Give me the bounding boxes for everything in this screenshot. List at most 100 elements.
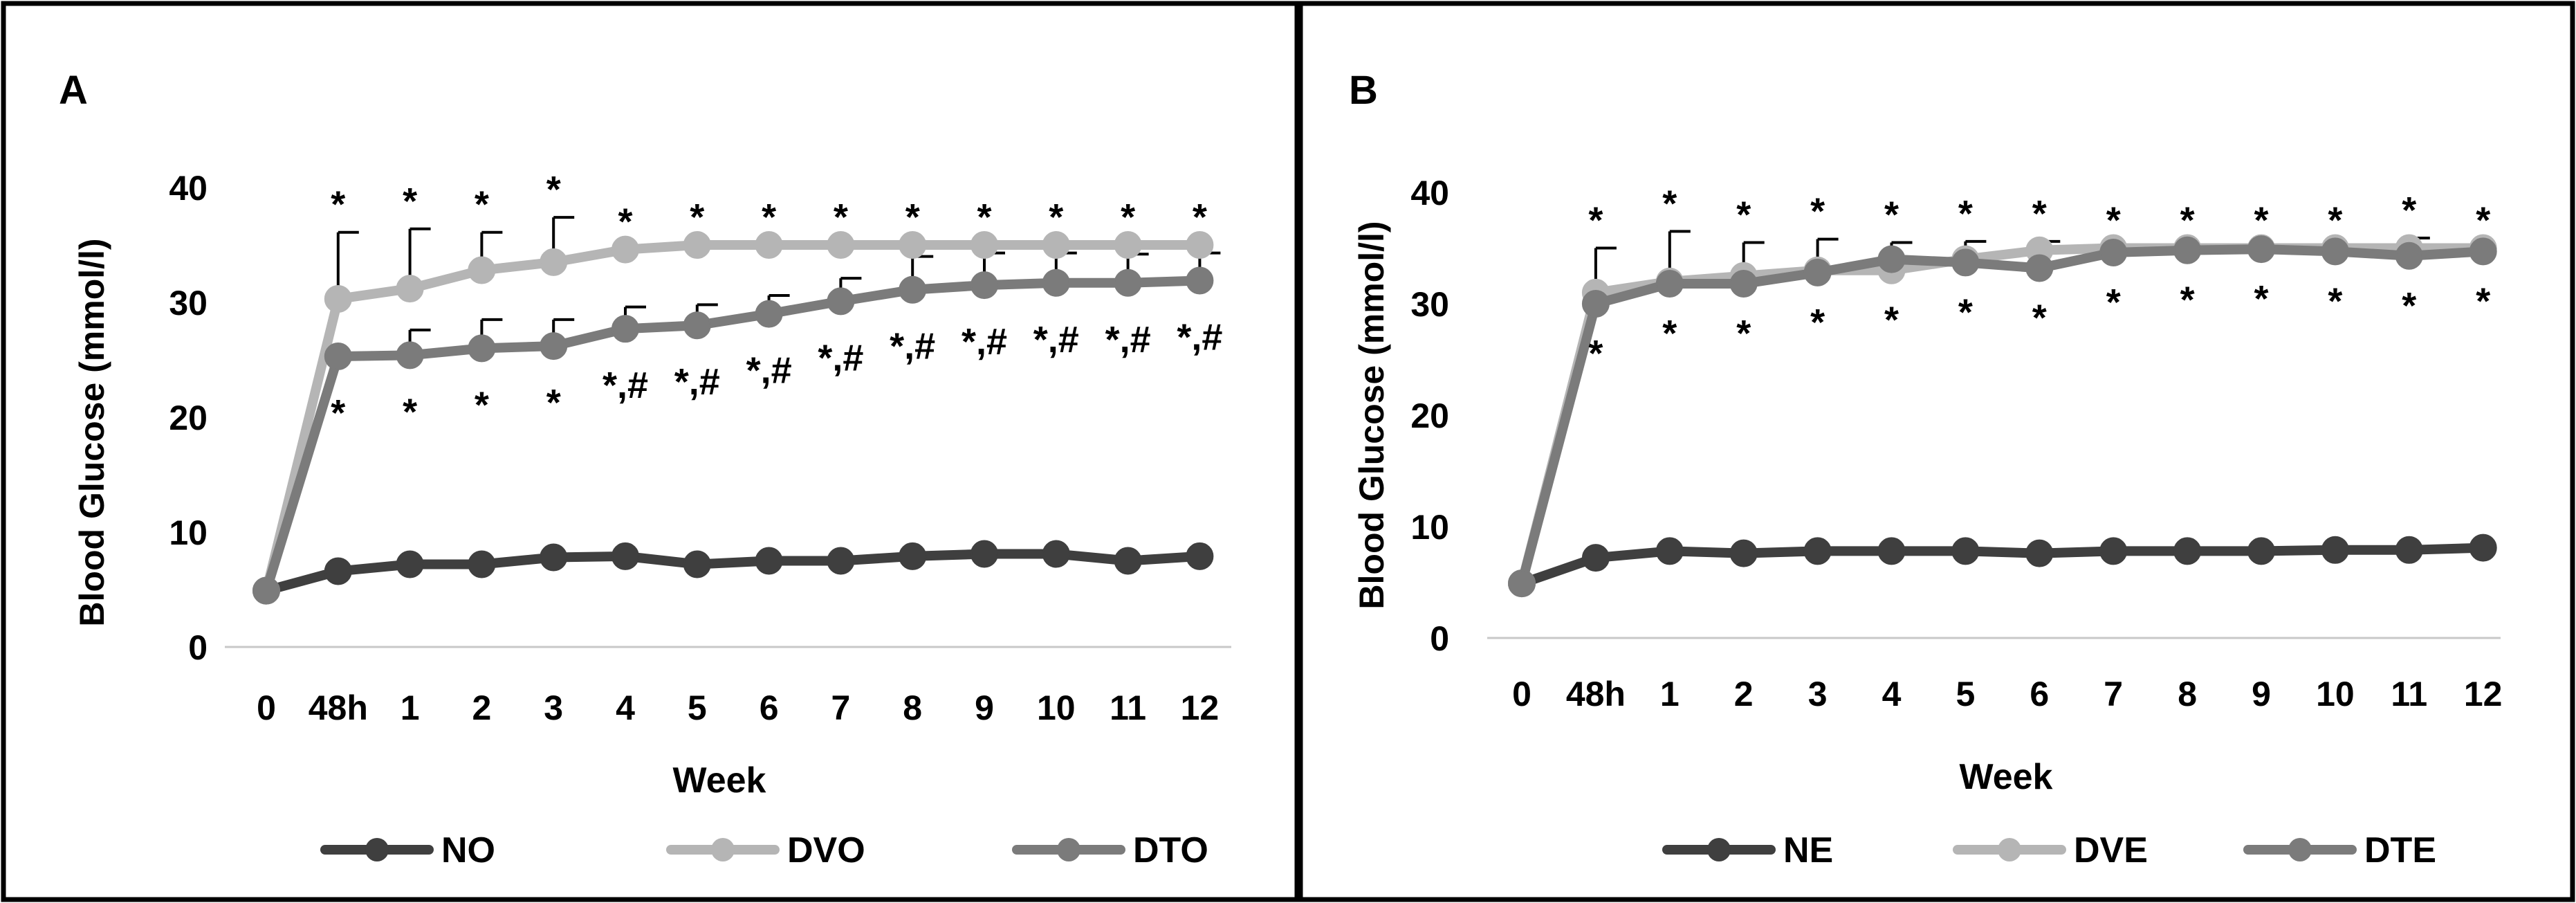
panel-a-legend-swatch-marker [711, 838, 735, 861]
panel-a-y-tick-label: 30 [169, 284, 208, 322]
panel-b-point-ne [2247, 537, 2275, 565]
panel-b-annotation-below: * [2032, 297, 2047, 338]
panel-b-legend-label: DTE [2364, 830, 2436, 870]
panel-b-point-dte [2395, 241, 2423, 270]
panel-a-x-axis-title: Week [673, 760, 766, 801]
panel-a-annotation-below: * [475, 384, 489, 426]
panel-a-x-tick-label: 3 [544, 688, 563, 727]
panel-b-y-tick-label: 20 [1410, 396, 1449, 435]
panel-a-annotation-below: *,# [674, 361, 720, 403]
panel-a-y-tick-label: 0 [188, 628, 208, 667]
panel-a-point-dvo [468, 256, 496, 284]
panel-a-letter: A [59, 68, 88, 113]
panel-b-x-tick-label: 6 [2030, 675, 2049, 713]
panel-a-annotation-above: * [905, 197, 920, 238]
panel-a-annotation-above: * [546, 169, 561, 210]
panel-a-annotation-above: * [1121, 197, 1135, 238]
panel-a-point-dto [252, 576, 280, 605]
panel-b-x-tick-label: 4 [1882, 675, 1902, 713]
panel-b-point-dte [2247, 235, 2275, 264]
panel-b-point-ne [2173, 537, 2202, 565]
panel-b-legend-swatch-marker [2288, 838, 2312, 861]
panel-b-annotation-below: * [2328, 280, 2342, 322]
panel-b-legend-item-dte: DTE [2243, 830, 2436, 870]
panel-b-annotation-above: * [2328, 200, 2342, 241]
panel-b-legend-label: NE [1783, 830, 1833, 870]
panel-a-point-no [324, 557, 352, 585]
panel-b-annotation-above: * [2180, 200, 2195, 241]
panel-b-point-dte [2173, 236, 2202, 264]
panel-b-legend-item-dve: DVE [1953, 830, 2148, 870]
panel-b-point-ne [1803, 537, 1832, 565]
panel-b-annotation-above: * [2402, 190, 2416, 231]
panel-a-point-dto [540, 332, 568, 361]
panel-a-annotation-below: *,# [962, 321, 1007, 363]
panel-a-legend-item-dvo: DVO [666, 830, 865, 870]
panel-a-x-tick-label: 0 [257, 688, 276, 727]
panel-b-annotation-above: * [2032, 193, 2047, 235]
panel-a-annotation-above: * [690, 197, 704, 238]
panel-b-annotation-below: * [1588, 333, 1603, 374]
panel-b-annotation-above: * [1810, 191, 1825, 232]
panel-a-point-no [827, 547, 855, 575]
panel-b-x-tick-label: 11 [2391, 675, 2427, 713]
panel-b-annotation-above: * [2476, 200, 2490, 241]
panel-b-point-dte [1729, 270, 1758, 298]
panel-b-annotation-above: * [1884, 194, 1899, 235]
panel-b-annotation-above: * [2106, 200, 2121, 241]
panel-a-point-dvo [1042, 231, 1070, 259]
panel-a-annotation-below: *,# [746, 350, 792, 392]
panel-b-annotation-above: * [1958, 193, 1973, 235]
panel-b-annotation-below: * [2106, 282, 2121, 323]
panel-b-annotation-above: * [2254, 200, 2268, 241]
panel-a-annotation-below: * [546, 382, 561, 423]
panel-b-point-dte [1951, 248, 1980, 277]
panel-a-annotation-above: * [762, 197, 776, 238]
panel-b-x-tick-label: 1 [1660, 675, 1680, 713]
panel-a-annotation-above: * [977, 197, 991, 238]
panel-b-x-tick-label: 8 [2178, 675, 2197, 713]
panel-a-x-tick-label: 48h [309, 688, 368, 727]
panel-a-annotation-above: * [1049, 197, 1063, 238]
panel-b-annotation-below: * [1810, 302, 1825, 343]
panel-a-x-tick-label: 7 [831, 688, 850, 727]
panel-a-point-dto [1042, 268, 1070, 297]
panel-a-annotation-above: * [475, 184, 489, 226]
panel-a-point-no [468, 550, 496, 578]
panel-a-x-tick-label: 2 [472, 688, 491, 727]
panel-b-annotation-below: * [2476, 280, 2490, 322]
panel-b-point-dte [2025, 254, 2054, 282]
panel-a-point-dto [1114, 268, 1142, 297]
panel-b-point-dte [2321, 237, 2349, 266]
panel-a-point-dto [468, 334, 496, 363]
panel-a-point-dto [396, 341, 424, 370]
panel-b-annotation-below: * [1884, 300, 1899, 341]
panel-a-annotation-below: *,# [1105, 319, 1151, 361]
panel-a-annotation-below: *,# [818, 337, 863, 378]
panel-a-annotation-below: *,# [602, 365, 648, 406]
panel-a-point-no [683, 550, 711, 578]
panel-b-y-tick-label: 0 [1430, 619, 1449, 658]
panel-a-legend-label: NO [441, 830, 495, 870]
panel-b-point-ne [1729, 539, 1758, 567]
panel-a-annotation-below: * [403, 391, 417, 432]
panel-b-point-ne [1655, 537, 1684, 565]
panel-a-point-no [540, 543, 568, 572]
panel-a-point-no [611, 542, 639, 570]
panel-a-frame [1, 1, 1300, 902]
panel-a-legend-label: DVO [787, 830, 865, 870]
panel-b-legend-swatch-marker [1707, 838, 1731, 861]
panel-a-point-no [1114, 547, 1142, 575]
panel-a-point-no [1186, 542, 1214, 570]
panel-a-point-dvo [540, 248, 568, 276]
panel-a-point-no [1042, 540, 1070, 568]
panel-b-letter: B [1349, 68, 1378, 113]
panel-a-point-no [755, 547, 783, 575]
panel-b-point-dte [1508, 569, 1536, 598]
panel-a-point-dvo [1114, 231, 1142, 259]
panel-b-annotation-below: * [1958, 291, 1973, 333]
panel-b-annotation-above: * [1736, 194, 1751, 235]
